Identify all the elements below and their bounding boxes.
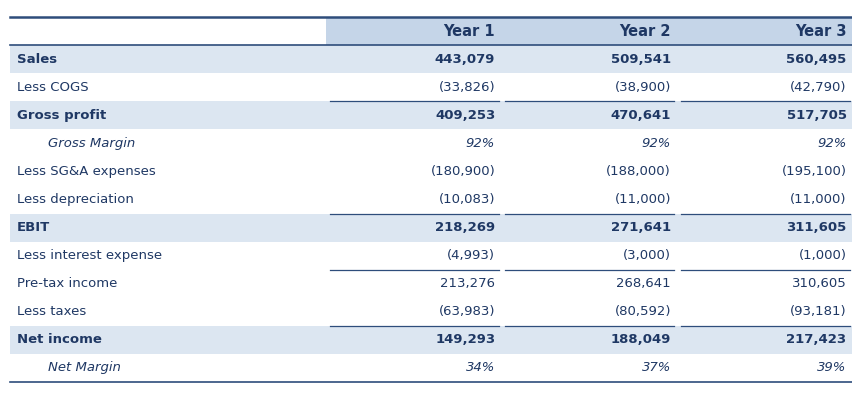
- Text: 311,605: 311,605: [786, 221, 845, 234]
- Bar: [10, 326, 852, 354]
- Text: Net income: Net income: [16, 334, 101, 346]
- Text: Less interest expense: Less interest expense: [16, 249, 162, 262]
- Bar: [10, 45, 852, 73]
- Text: (188,000): (188,000): [606, 165, 671, 178]
- Text: 443,079: 443,079: [435, 53, 495, 66]
- Text: (42,790): (42,790): [789, 81, 845, 94]
- Bar: [10, 158, 852, 185]
- Text: 92%: 92%: [816, 137, 845, 150]
- Text: (33,826): (33,826): [438, 81, 495, 94]
- Text: 409,253: 409,253: [435, 109, 495, 122]
- Text: 39%: 39%: [816, 361, 845, 375]
- Bar: [10, 129, 852, 158]
- Text: 188,049: 188,049: [610, 334, 671, 346]
- Text: 560,495: 560,495: [786, 53, 845, 66]
- Text: 149,293: 149,293: [435, 334, 495, 346]
- Text: (11,000): (11,000): [789, 193, 845, 206]
- Text: 217,423: 217,423: [786, 334, 845, 346]
- Text: 92%: 92%: [465, 137, 495, 150]
- Text: 213,276: 213,276: [440, 277, 495, 290]
- Text: 92%: 92%: [641, 137, 671, 150]
- Bar: [326, 17, 502, 45]
- Bar: [502, 17, 676, 45]
- Text: EBIT: EBIT: [16, 221, 49, 234]
- Text: Less taxes: Less taxes: [16, 305, 86, 318]
- Bar: [10, 214, 852, 242]
- Text: 218,269: 218,269: [435, 221, 495, 234]
- Bar: [10, 242, 852, 270]
- Text: 271,641: 271,641: [610, 221, 671, 234]
- Text: (195,100): (195,100): [780, 165, 845, 178]
- Text: Net Margin: Net Margin: [48, 361, 120, 375]
- Text: 34%: 34%: [465, 361, 495, 375]
- Text: (10,083): (10,083): [438, 193, 495, 206]
- Text: (93,181): (93,181): [789, 305, 845, 318]
- Text: Year 1: Year 1: [443, 24, 495, 39]
- Text: Less SG&A expenses: Less SG&A expenses: [16, 165, 155, 178]
- Bar: [676, 17, 852, 45]
- Bar: [10, 298, 852, 326]
- Text: Less COGS: Less COGS: [16, 81, 88, 94]
- Text: Gross profit: Gross profit: [16, 109, 106, 122]
- Text: 470,641: 470,641: [610, 109, 671, 122]
- Text: Pre-tax income: Pre-tax income: [16, 277, 117, 290]
- Text: 268,641: 268,641: [615, 277, 671, 290]
- Bar: [10, 73, 852, 101]
- Bar: [10, 101, 852, 129]
- Text: (63,983): (63,983): [438, 305, 495, 318]
- Text: Year 3: Year 3: [794, 24, 845, 39]
- Text: 37%: 37%: [641, 361, 671, 375]
- Text: Year 2: Year 2: [619, 24, 671, 39]
- Text: (80,592): (80,592): [613, 305, 671, 318]
- Text: (180,900): (180,900): [430, 165, 495, 178]
- Text: (11,000): (11,000): [613, 193, 671, 206]
- Text: (38,900): (38,900): [613, 81, 671, 94]
- Text: Sales: Sales: [16, 53, 56, 66]
- Text: 517,705: 517,705: [786, 109, 845, 122]
- Bar: [10, 270, 852, 298]
- Bar: [10, 185, 852, 214]
- Text: 509,541: 509,541: [610, 53, 671, 66]
- Text: 310,605: 310,605: [791, 277, 845, 290]
- Text: (4,993): (4,993): [446, 249, 495, 262]
- Bar: [10, 354, 852, 382]
- Text: Less depreciation: Less depreciation: [16, 193, 133, 206]
- Text: (1,000): (1,000): [797, 249, 845, 262]
- Text: (3,000): (3,000): [622, 249, 671, 262]
- Text: Gross Margin: Gross Margin: [48, 137, 135, 150]
